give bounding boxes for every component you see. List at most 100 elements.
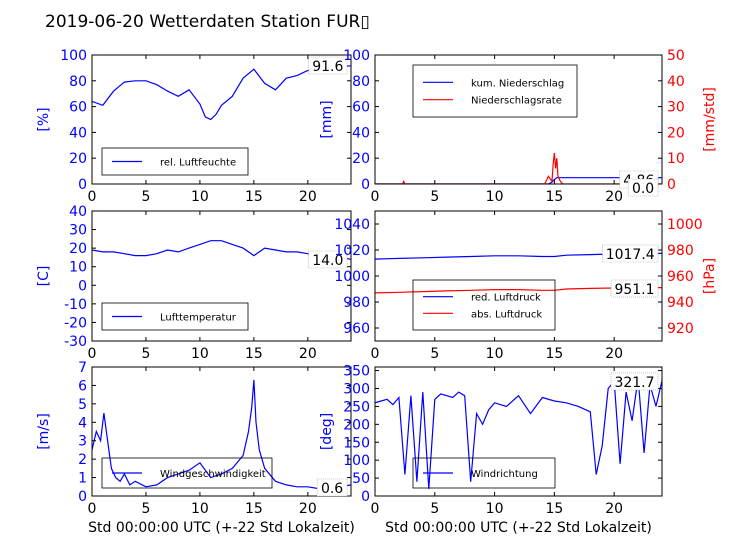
legend-box <box>101 147 249 176</box>
y-tick-label: 0 <box>78 177 87 193</box>
y2-tick-label: 20 <box>667 125 685 141</box>
x-tick-label: 15 <box>545 346 563 362</box>
y-tick-label: 40 <box>69 204 87 220</box>
y-tick-label: 150 <box>343 435 370 451</box>
y2-tick-label: 50 <box>667 48 685 64</box>
legend-box <box>412 457 556 489</box>
y-axis-label: [m/s] <box>36 413 52 450</box>
x-axis-label: Std 00:00:00 UTC (+-22 Std Lokalzeit) <box>385 520 652 536</box>
y-tick-label: 100 <box>343 48 370 64</box>
x-tick-label: 0 <box>371 189 380 205</box>
y-tick-label: 20 <box>352 151 370 167</box>
x-tick-label: 5 <box>141 189 150 205</box>
plot-frame <box>91 366 352 497</box>
y-tick-label: 20 <box>69 241 87 257</box>
y-tick-label: 5 <box>78 397 87 413</box>
y-tick-label: 0 <box>361 177 370 193</box>
series-line-4-2 <box>375 287 662 294</box>
x-tick-label: 0 <box>371 501 380 517</box>
y-tick-label: 6 <box>78 378 87 394</box>
y-tick-label: 0 <box>78 489 87 505</box>
legend-label: red. Luftdruck <box>471 293 541 304</box>
readout-value: 0.6 <box>321 481 343 497</box>
y-axis-label: [C] <box>36 266 52 287</box>
readout-box <box>602 244 659 263</box>
y-tick-label: 100 <box>60 48 87 64</box>
legend-box <box>412 64 578 118</box>
x-tick-label: 15 <box>245 346 263 362</box>
y2-axis-label: [hPa] <box>702 258 718 294</box>
x-axis-label: Std 00:00:00 UTC (+-22 Std Lokalzeit) <box>88 520 355 536</box>
legend-box <box>101 302 249 331</box>
y-tick-label: 7 <box>78 360 87 376</box>
y-tick-label: 2 <box>78 452 87 468</box>
readout-box <box>627 178 659 197</box>
series-line-2-1 <box>375 177 662 184</box>
x-tick-label: 10 <box>486 501 504 517</box>
readout-box <box>610 372 659 391</box>
legend-label: Windrichtung <box>471 469 538 480</box>
y-tick-label: 0 <box>361 489 370 505</box>
page-title: 2019-06-20 Wetterdaten Station FUR▯ <box>45 12 370 32</box>
y-tick-label: 4 <box>78 415 87 431</box>
y-tick-label: 980 <box>343 295 370 311</box>
y-tick-label: 300 <box>343 382 370 398</box>
x-tick-label: 20 <box>299 189 317 205</box>
legend-box <box>101 457 273 489</box>
y2-axis-label: [mm/std] <box>702 87 718 152</box>
legend: kum. Niederschlag Niederschlagsrate <box>412 64 578 118</box>
x-tick-label: 0 <box>88 501 97 517</box>
y2-tick-label: 960 <box>667 269 694 285</box>
y2-tick-label: 940 <box>667 295 694 311</box>
series-line-3-1 <box>92 240 351 260</box>
y-axis-label: [%] <box>36 107 52 131</box>
x-tick-label: 10 <box>486 189 504 205</box>
y-tick-label: 60 <box>69 100 87 116</box>
legend-label: kum. Niederschlag <box>471 78 564 89</box>
y2-tick-label: 10 <box>667 151 685 167</box>
readout-box <box>316 478 348 497</box>
x-tick-label: 5 <box>430 189 439 205</box>
x-tick-label: 0 <box>88 346 97 362</box>
y-tick-label: 80 <box>69 74 87 90</box>
y2-tick-label: 30 <box>667 100 685 116</box>
legend-label: Windgeschwindigkeit <box>160 469 266 480</box>
readout-value: 321.7 <box>614 375 654 391</box>
x-tick-label: 10 <box>191 346 209 362</box>
x-tick-label: 5 <box>430 346 439 362</box>
legend-box <box>412 279 556 331</box>
chart-panel-1: 0 5 10 15 20 0 20 40 60 80 100 [%] rel. Luftfeuchte 9… <box>36 48 352 205</box>
y-tick-label: 0 <box>78 278 87 294</box>
readout-value: 14.0 <box>312 253 343 269</box>
x-tick-label: 0 <box>371 346 380 362</box>
legend: Lufttemperatur <box>101 302 249 331</box>
legend-label: rel. Luftfeuchte <box>160 158 236 169</box>
readout-value: 1017.4 <box>606 247 655 263</box>
x-tick-label: 15 <box>545 189 563 205</box>
readout-box <box>308 250 348 269</box>
y-tick-label: -30 <box>64 334 87 350</box>
y-tick-label: 250 <box>343 399 370 415</box>
y-tick-label: 40 <box>69 125 87 141</box>
chart-panel-3: 0 5 10 15 20 -30 -20 -10 0 10 20 30 40 [C] Lufttempera… <box>36 204 352 362</box>
plot-frame <box>374 366 663 497</box>
x-tick-label: 15 <box>245 189 263 205</box>
y-tick-label: 1020 <box>334 243 370 259</box>
series-line-5-1 <box>92 379 351 490</box>
legend: rel. Luftfeuchte <box>101 147 249 176</box>
y2-tick-label: 40 <box>667 74 685 90</box>
y-tick-label: 30 <box>69 223 87 239</box>
x-tick-label: 10 <box>191 501 209 517</box>
x-tick-label: 5 <box>141 346 150 362</box>
chart-panel-4: 0 5 10 15 20 960 980 1000 1020 1040 920 940 960 980 10… <box>334 210 718 362</box>
x-tick-label: 15 <box>245 501 263 517</box>
readout-value: 0.0 <box>632 181 654 197</box>
series-line-1-1 <box>92 65 351 121</box>
y2-tick-label: 920 <box>667 321 694 337</box>
x-tick-label: 10 <box>191 189 209 205</box>
y-tick-label: 960 <box>343 321 370 337</box>
x-tick-label: 20 <box>605 501 623 517</box>
